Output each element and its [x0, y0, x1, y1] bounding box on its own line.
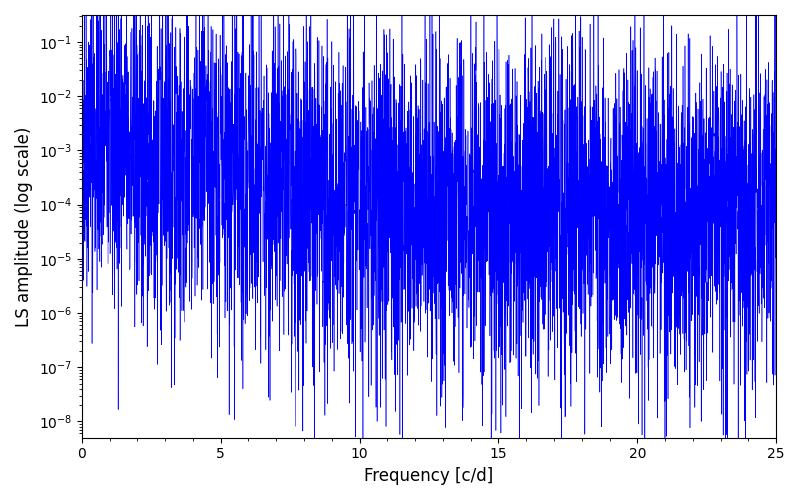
X-axis label: Frequency [c/d]: Frequency [c/d] [364, 467, 494, 485]
Y-axis label: LS amplitude (log scale): LS amplitude (log scale) [15, 126, 33, 326]
